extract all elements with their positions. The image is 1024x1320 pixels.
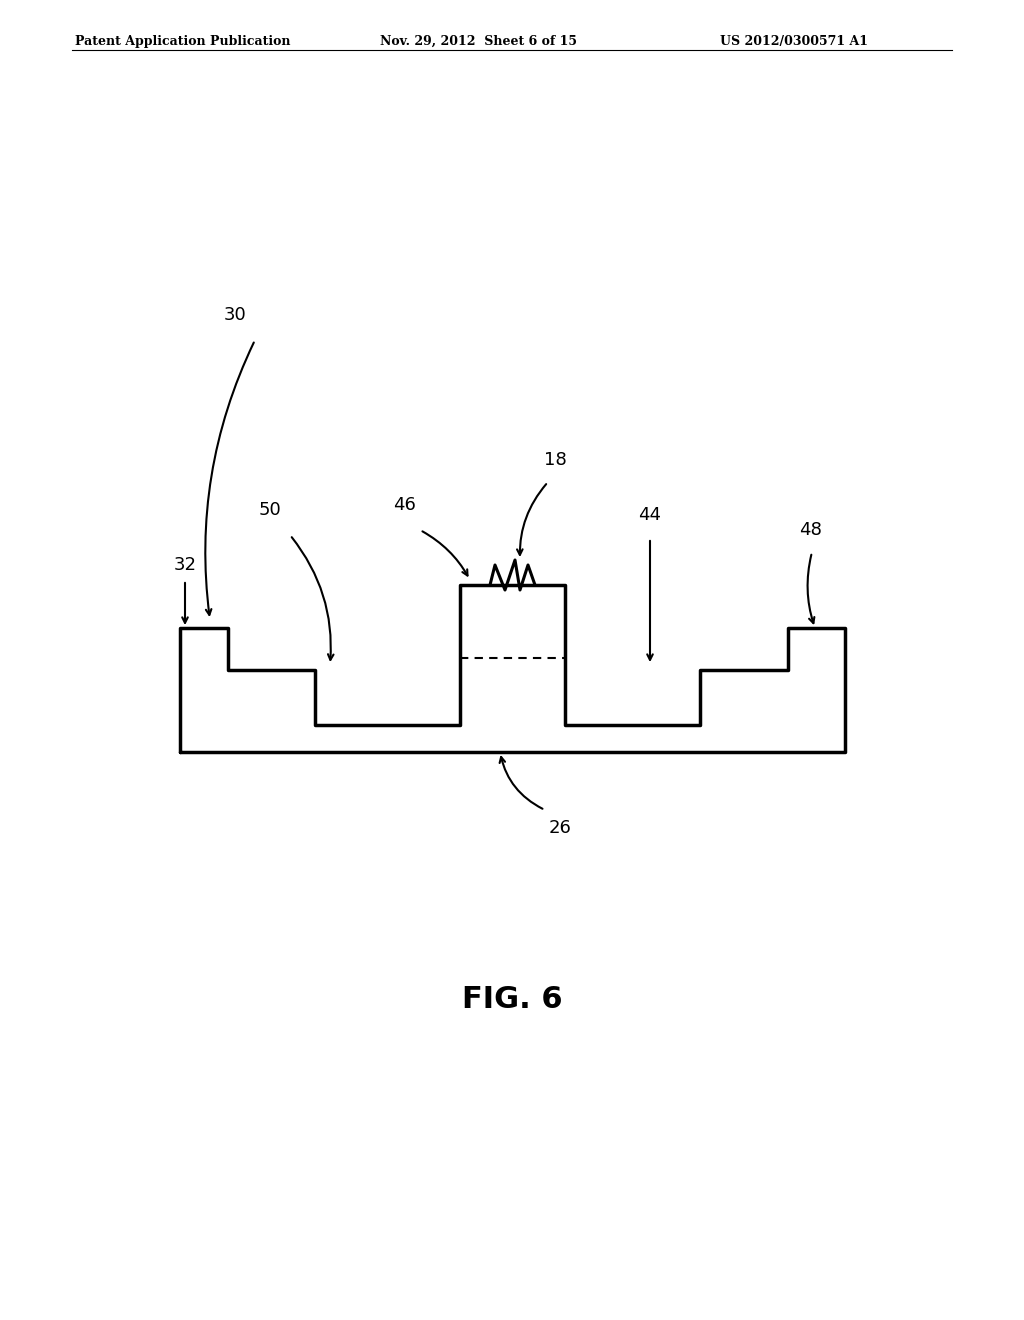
Text: 50: 50 bbox=[259, 502, 282, 519]
Text: 46: 46 bbox=[393, 496, 417, 513]
Text: 44: 44 bbox=[639, 506, 662, 524]
Text: 30: 30 bbox=[223, 306, 247, 323]
Text: 32: 32 bbox=[173, 556, 197, 574]
Text: Patent Application Publication: Patent Application Publication bbox=[75, 36, 291, 48]
Text: US 2012/0300571 A1: US 2012/0300571 A1 bbox=[720, 36, 868, 48]
Text: FIG. 6: FIG. 6 bbox=[462, 986, 562, 1015]
Text: 26: 26 bbox=[549, 818, 571, 837]
Text: Nov. 29, 2012  Sheet 6 of 15: Nov. 29, 2012 Sheet 6 of 15 bbox=[380, 36, 577, 48]
Text: 48: 48 bbox=[799, 521, 821, 539]
Text: 18: 18 bbox=[544, 451, 566, 469]
